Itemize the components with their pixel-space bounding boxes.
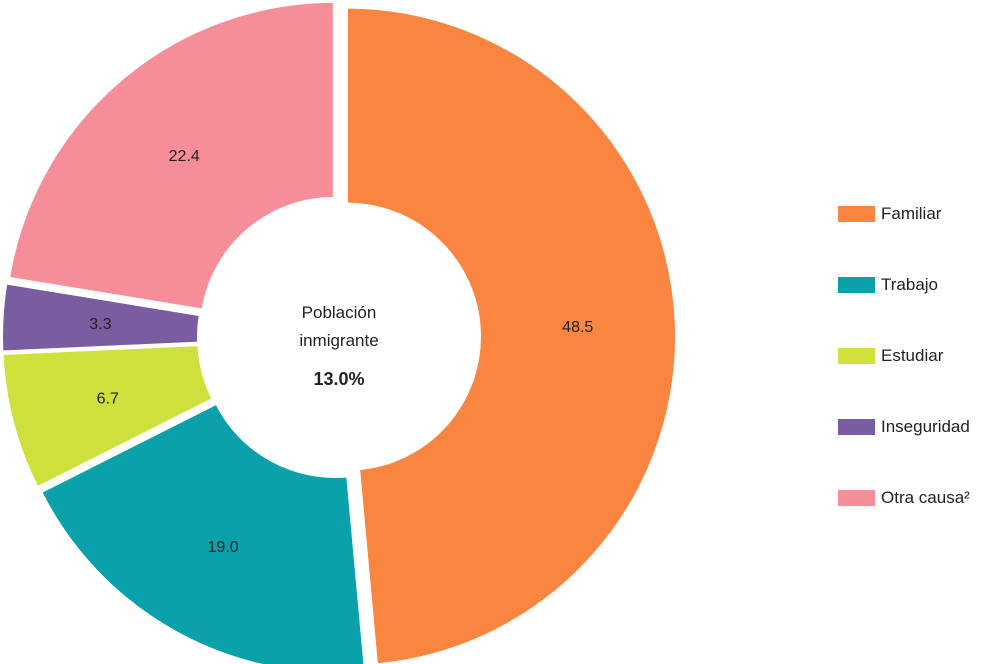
data-label-inseguridad: 3.3 bbox=[89, 316, 111, 333]
slice-familiar bbox=[345, 6, 677, 664]
data-label-familiar: 48.5 bbox=[562, 319, 593, 336]
chart-legend: Familiar Trabajo Estudiar Inseguridad Ot… bbox=[838, 178, 970, 533]
legend-swatch-inseguridad bbox=[838, 418, 875, 435]
legend-label-inseguridad: Inseguridad bbox=[881, 416, 970, 436]
data-label-trabajo: 19.0 bbox=[208, 539, 239, 556]
donut-slice-labels: 48.5 19.0 6.7 3.3 22.4 bbox=[89, 148, 593, 556]
center-label-line1: Población bbox=[302, 303, 377, 322]
center-label-line2: inmigrante bbox=[299, 331, 378, 350]
legend-swatch-trabajo bbox=[838, 276, 875, 293]
legend-item-inseguridad: Inseguridad bbox=[838, 391, 970, 462]
data-label-otra-causa: 22.4 bbox=[169, 148, 200, 165]
legend-label-trabajo: Trabajo bbox=[881, 274, 939, 294]
data-label-estudiar: 6.7 bbox=[97, 391, 119, 408]
legend-item-estudiar: Estudiar bbox=[838, 320, 970, 391]
center-value: 13.0% bbox=[313, 369, 364, 389]
legend-label-estudiar: Estudiar bbox=[881, 345, 944, 365]
legend-label-otra-causa: Otra causa² bbox=[881, 487, 970, 507]
slice-estudiar bbox=[1, 344, 214, 489]
donut-center: Población inmigrante 13.0% bbox=[299, 303, 378, 389]
slice-inseguridad bbox=[1, 282, 201, 353]
legend-item-otra-causa: Otra causa² bbox=[838, 462, 970, 533]
legend-label-familiar: Familiar bbox=[881, 203, 942, 223]
legend-swatch-familiar bbox=[838, 205, 875, 222]
donut-slices bbox=[1, 0, 677, 664]
slice-otra-causa bbox=[7, 0, 335, 311]
legend-swatch-otra-causa bbox=[838, 489, 875, 506]
legend-item-trabajo: Trabajo bbox=[838, 249, 970, 320]
legend-item-familiar: Familiar bbox=[838, 178, 970, 249]
slice-trabajo bbox=[40, 402, 366, 664]
legend-swatch-estudiar bbox=[838, 347, 875, 364]
